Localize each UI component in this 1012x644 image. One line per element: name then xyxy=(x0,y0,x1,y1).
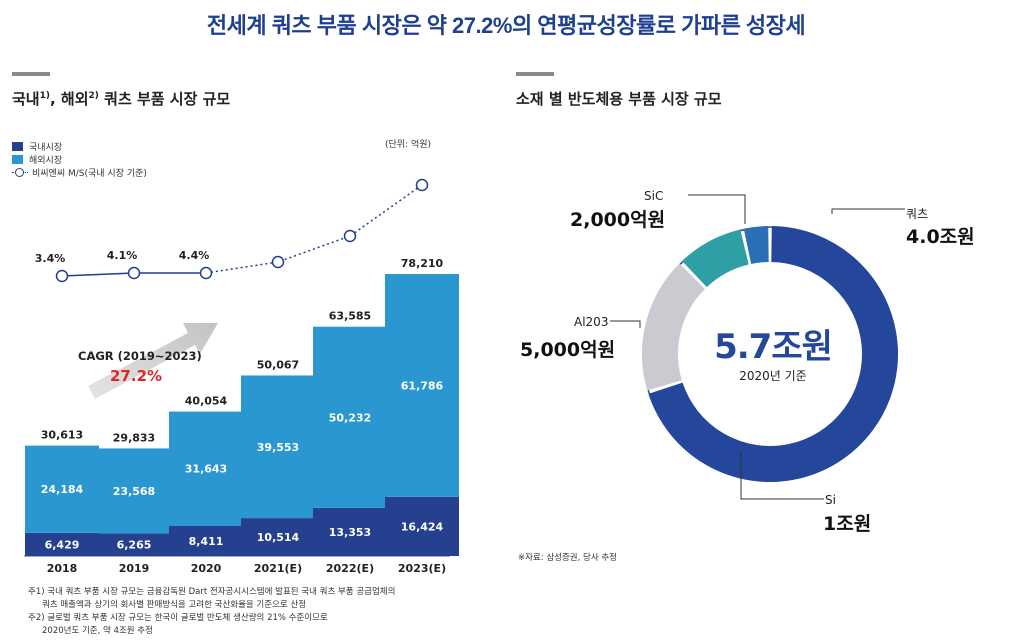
bar-total-label-2: 40,054 xyxy=(185,395,228,408)
ms-label-1: 4.1% xyxy=(107,249,138,262)
legend-swatch-domestic xyxy=(12,142,23,151)
bar-overseas-4 xyxy=(313,326,387,508)
x-tick-label-4: 2022(E) xyxy=(326,562,374,575)
sic-value: 2,000억원 xyxy=(570,209,665,231)
x-tick-label-3: 2021(E) xyxy=(254,562,302,575)
bar-label-overseas-3: 39,553 xyxy=(257,441,299,454)
quartz-name: 쿼츠 xyxy=(906,207,928,221)
title-part-rest: 쿼츠 부품 시장 규모 xyxy=(98,90,231,108)
bar-total-label-5: 78,210 xyxy=(401,257,444,270)
bar-overseas-5 xyxy=(385,274,459,497)
bar-label-overseas-0: 24,184 xyxy=(41,483,84,496)
bar-label-domestic-1: 6,265 xyxy=(117,539,152,552)
legend-label-domestic: 국내시장 xyxy=(29,143,63,153)
donut-center-value: 5.7조원 xyxy=(714,327,832,367)
bar-label-domestic-0: 6,429 xyxy=(45,538,80,551)
legend-item-ms: 비씨엔씨 M/S(국내 시장 기준) xyxy=(12,166,147,179)
bar-total-label-1: 29,833 xyxy=(113,431,155,444)
bar-label-domestic-2: 8,411 xyxy=(189,535,224,548)
bar-total-label-0: 30,613 xyxy=(41,429,83,442)
bar-total-label-3: 50,067 xyxy=(257,358,299,371)
al-leader-line xyxy=(610,320,641,328)
donut-center-subtitle: 2020년 기준 xyxy=(739,369,806,383)
si-leader-line xyxy=(740,452,824,500)
footnote-1-line-1: 주1) 국내 쿼츠 부품 시장 규모는 금융감독원 Dart 전자공시시스템에 … xyxy=(28,587,396,597)
footnote-2-line-1: 주2) 글로벌 쿼츠 부품 시장 규모는 한국이 글로벌 반도체 생산량의 21… xyxy=(28,613,328,623)
bar-domestic-2 xyxy=(169,525,243,556)
cagr-label: CAGR (2019~2023) xyxy=(78,349,202,363)
bar-domestic-1 xyxy=(97,533,171,556)
bar-overseas-3 xyxy=(241,375,315,519)
legend-item-domestic: 국내시장 xyxy=(12,140,147,153)
al-value: 5,000억원 xyxy=(520,339,615,361)
bar-chart-legend: 국내시장 해외시장 비씨엔씨 M/S(국내 시장 기준) xyxy=(12,140,147,179)
ms-point-4 xyxy=(343,229,357,243)
x-tick-label-1: 2019 xyxy=(119,562,150,575)
ms-point-0 xyxy=(55,269,69,283)
donut-chart: 5.7조원 2020년 기준 쿼츠 4.0조원 Si 1조원 Al203 5,0… xyxy=(520,189,975,535)
footnote-ref-1: 1) xyxy=(39,91,50,101)
right-section-bar xyxy=(516,72,554,76)
donut-slice-3 xyxy=(743,226,770,265)
legend-item-overseas: 해외시장 xyxy=(12,153,147,166)
bar-domestic-0 xyxy=(25,532,99,556)
donut-slice-1 xyxy=(642,263,706,391)
cagr-value: 27.2% xyxy=(110,367,162,385)
bar-label-overseas-1: 23,568 xyxy=(113,485,155,498)
bar-overseas-0 xyxy=(25,445,99,533)
bar-domestic-3 xyxy=(241,518,315,556)
footnote-1-line-2: 쿼츠 매출액과 상기의 회사별 판매방식을 고려한 국산화율을 기준으로 산정 xyxy=(42,600,307,610)
legend-label-overseas: 해외시장 xyxy=(29,156,63,166)
x-tick-label-0: 2018 xyxy=(47,562,78,575)
legend-swatch-overseas xyxy=(12,155,23,164)
bar-label-overseas-5: 61,786 xyxy=(401,379,444,392)
cagr-arrow-icon xyxy=(88,323,218,399)
footnote-ref-2: 2) xyxy=(88,91,99,101)
legend-label-ms: 비씨엔씨 M/S(국내 시장 기준) xyxy=(32,169,147,179)
bar-label-domestic-3: 10,514 xyxy=(257,531,300,544)
source-note: ※자료: 삼성증권, 당사 추정 xyxy=(518,553,617,563)
bar-label-overseas-2: 31,643 xyxy=(185,463,227,476)
bar-label-domestic-5: 16,424 xyxy=(401,520,444,533)
donut-slice-0 xyxy=(648,226,898,482)
footnotes: 주1) 국내 쿼츠 부품 시장 규모는 금융감독원 Dart 전자공시시스템에 … xyxy=(28,586,395,638)
footnote-2-line-2: 2020년도 기준, 약 4조원 추정 xyxy=(42,626,153,636)
ms-line-forecast xyxy=(205,184,423,274)
x-tick-label-5: 2023(E) xyxy=(398,562,446,575)
legend-line-marker-icon xyxy=(12,168,28,177)
bar-total-label-4: 63,585 xyxy=(329,310,371,323)
right-section-title: 소재 별 반도체용 부품 시장 규모 xyxy=(516,90,722,108)
bar-overseas-2 xyxy=(169,411,243,526)
si-value: 1조원 xyxy=(823,513,871,535)
ms-label-0: 3.4% xyxy=(35,252,66,265)
bar-label-overseas-4: 50,232 xyxy=(329,411,371,424)
bar-label-domestic-4: 13,353 xyxy=(329,526,371,539)
ms-point-3 xyxy=(271,255,285,269)
sic-name: SiC xyxy=(644,189,663,203)
si-name: Si xyxy=(825,493,836,507)
al-name: Al203 xyxy=(574,315,608,329)
bar-overseas-1 xyxy=(97,448,171,534)
bar-chart: CAGR (2019~2023) 27.2% 6,429 24,184 30,613… xyxy=(24,178,459,575)
unit-label: (단위: 억원) xyxy=(385,140,432,150)
left-section-title: 국내1), 해외2) 쿼츠 부품 시장 규모 xyxy=(12,88,230,109)
quartz-value: 4.0조원 xyxy=(906,226,975,248)
title-part-domestic: 국내 xyxy=(12,90,40,108)
quartz-leader-line xyxy=(831,208,905,214)
title-part-overseas: , 해외 xyxy=(50,90,89,108)
ms-label-2: 4.4% xyxy=(179,249,210,262)
ms-point-2 xyxy=(199,266,213,280)
ms-point-1 xyxy=(127,266,141,280)
page-headline: 전세계 쿼츠 부품 시장은 약 27.2%의 연평균성장률로 가파른 성장세 xyxy=(206,13,806,38)
sic-leader-line xyxy=(688,194,746,224)
left-section-bar xyxy=(12,72,50,76)
ms-point-5 xyxy=(415,178,429,192)
bar-domestic-5 xyxy=(385,496,459,556)
bar-domestic-4 xyxy=(313,507,387,556)
x-tick-label-2: 2020 xyxy=(191,562,222,575)
donut-slice-2 xyxy=(682,229,750,288)
